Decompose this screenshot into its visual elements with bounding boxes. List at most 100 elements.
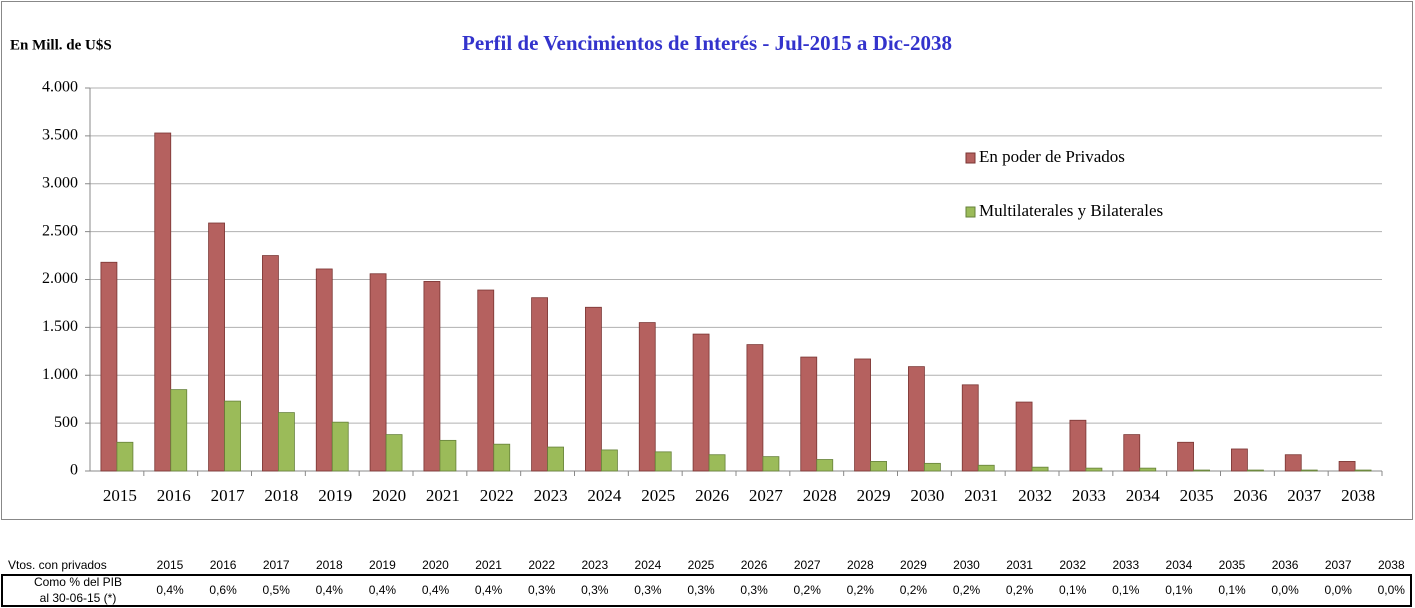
- bar: [423, 281, 441, 472]
- bar: [692, 333, 710, 472]
- table-cell: 0,2%: [847, 583, 875, 597]
- bar: [369, 273, 387, 472]
- x-tick-label: 2021: [426, 486, 460, 505]
- table-cell: 0,5%: [263, 583, 291, 597]
- bar: [1231, 448, 1248, 472]
- x-tick-label: 2030: [910, 486, 944, 505]
- table-cell: 0,0%: [1271, 583, 1299, 597]
- bar: [315, 268, 333, 472]
- bar: [1139, 467, 1157, 472]
- x-tick-label: 2028: [803, 486, 837, 505]
- bar: [800, 356, 818, 472]
- table-cell: 0,2%: [794, 583, 822, 597]
- table-row-label: Como % del PIB al 30-06-15 (*): [34, 575, 122, 605]
- x-tick-label: 2019: [318, 486, 352, 505]
- bar: [278, 412, 295, 472]
- table-cell: 0,4%: [369, 583, 397, 597]
- x-tick-label: 2034: [1126, 486, 1161, 505]
- bar: [1069, 419, 1087, 472]
- table-cell: 0,0%: [1325, 583, 1353, 597]
- bar: [977, 464, 995, 472]
- bar: [100, 261, 118, 472]
- bar: [870, 461, 887, 472]
- bar: [961, 384, 979, 472]
- table-header-year: 2031: [1006, 558, 1033, 572]
- x-tick-label: 2032: [1018, 486, 1052, 505]
- bar: [1177, 441, 1194, 472]
- bar: [262, 255, 279, 472]
- bar: [638, 322, 656, 472]
- bar: [1354, 469, 1372, 472]
- bar: [531, 297, 548, 472]
- y-tick-label: 4.000: [42, 79, 78, 96]
- x-tick-label: 2035: [1180, 486, 1214, 505]
- chart-title: Perfil de Vencimientos de Interés - Jul-…: [462, 31, 952, 55]
- x-tick-label: 2018: [264, 486, 298, 505]
- bar: [708, 454, 726, 472]
- table-cell: 0,4%: [156, 583, 184, 597]
- bar: [331, 421, 349, 472]
- table-header-year: 2019: [369, 558, 396, 572]
- bar: [762, 456, 780, 472]
- y-axis-label: En Mill. de U$S: [10, 37, 112, 53]
- bar: [908, 366, 925, 472]
- bar: [601, 449, 618, 472]
- bar: [585, 306, 602, 472]
- table-header-year: 2016: [210, 558, 237, 572]
- bar: [385, 434, 403, 472]
- table-cell: 0,1%: [1218, 583, 1246, 597]
- bar: [1123, 434, 1141, 472]
- x-tick-label: 2036: [1233, 486, 1267, 505]
- table-cell: 0,2%: [1006, 583, 1034, 597]
- table-header-year: 2032: [1059, 558, 1086, 572]
- y-tick-label: 500: [54, 414, 78, 431]
- bar: [208, 222, 225, 472]
- bar: [547, 446, 564, 472]
- x-tick-label: 2016: [157, 486, 191, 505]
- table-header-year: 2024: [635, 558, 662, 572]
- x-tick-label: 2027: [749, 486, 784, 505]
- bar: [1085, 467, 1103, 472]
- table-cell: 0,2%: [900, 583, 928, 597]
- table-cell: 0,3%: [634, 583, 662, 597]
- legend-label: En poder de Privados: [979, 147, 1125, 166]
- table-cell: 0,2%: [953, 583, 981, 597]
- x-tick-label: 2024: [587, 486, 622, 505]
- table-header-year: 2015: [157, 558, 184, 572]
- x-tick-label: 2033: [1072, 486, 1106, 505]
- table-header-year: 2028: [847, 558, 874, 572]
- table-header-year: 2027: [794, 558, 821, 572]
- x-tick-label: 2022: [480, 486, 514, 505]
- y-tick-label: 1.500: [42, 318, 78, 335]
- bar: [1284, 454, 1302, 472]
- bar: [1338, 461, 1356, 472]
- bar: [1193, 469, 1210, 472]
- table-cell: 0,3%: [528, 583, 556, 597]
- y-tick-label: 3.000: [42, 174, 78, 191]
- x-tick-label: 2025: [641, 486, 675, 505]
- table-header-year: 2037: [1325, 558, 1352, 572]
- table-header-year: 2018: [316, 558, 343, 572]
- table-cell: 0,4%: [475, 583, 503, 597]
- bar: [1300, 469, 1318, 472]
- table-header-year: 2030: [953, 558, 980, 572]
- table-cell: 0,1%: [1165, 583, 1193, 597]
- table-cell: 0,3%: [581, 583, 609, 597]
- y-tick-label: 3.500: [42, 127, 78, 144]
- legend-swatch: [965, 152, 976, 164]
- x-tick-label: 2023: [534, 486, 568, 505]
- x-tick-label: 2026: [695, 486, 729, 505]
- bar: [154, 132, 172, 472]
- table-header-year: 2029: [900, 558, 927, 572]
- x-tick-label: 2029: [857, 486, 891, 505]
- table-header-year: 2038: [1378, 558, 1405, 572]
- table-cell: 0,6%: [209, 583, 237, 597]
- bar: [746, 344, 764, 472]
- y-tick-label: 1.000: [42, 366, 78, 383]
- bar: [1247, 469, 1264, 472]
- bar: [493, 443, 511, 472]
- y-tick-label: 0: [70, 462, 78, 479]
- x-tick-label: 2017: [211, 486, 246, 505]
